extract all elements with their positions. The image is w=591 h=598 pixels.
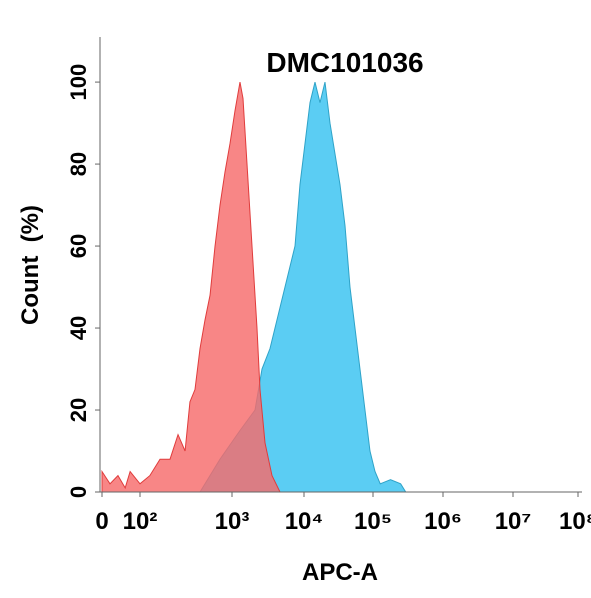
y-tick-label: 100 <box>66 64 91 101</box>
histogram-area <box>199 81 407 493</box>
x-axis-label: APC-A <box>302 559 378 586</box>
y-tick-label: 40 <box>66 316 91 340</box>
y-axis-label: Count (%) <box>17 205 44 325</box>
histogram-area <box>101 81 281 493</box>
x-tick-label: 10⁵ <box>354 508 392 535</box>
x-tick-label: 10⁶ <box>424 508 462 535</box>
y-tick-label: 60 <box>66 234 91 258</box>
x-tick-label: 10⁸ <box>559 508 591 535</box>
y-tick-label: 80 <box>66 152 91 176</box>
y-tick-label: 20 <box>66 398 91 422</box>
x-tick-label: 10² <box>123 508 158 535</box>
x-tick-label: 10³ <box>215 508 250 535</box>
x-tick-label: 10⁴ <box>285 508 324 535</box>
x-tick-label: 0 <box>95 508 108 535</box>
chart-title: DMC101036 <box>266 47 423 78</box>
y-tick-label: 0 <box>66 486 91 498</box>
x-tick-label: 10⁷ <box>495 508 532 535</box>
